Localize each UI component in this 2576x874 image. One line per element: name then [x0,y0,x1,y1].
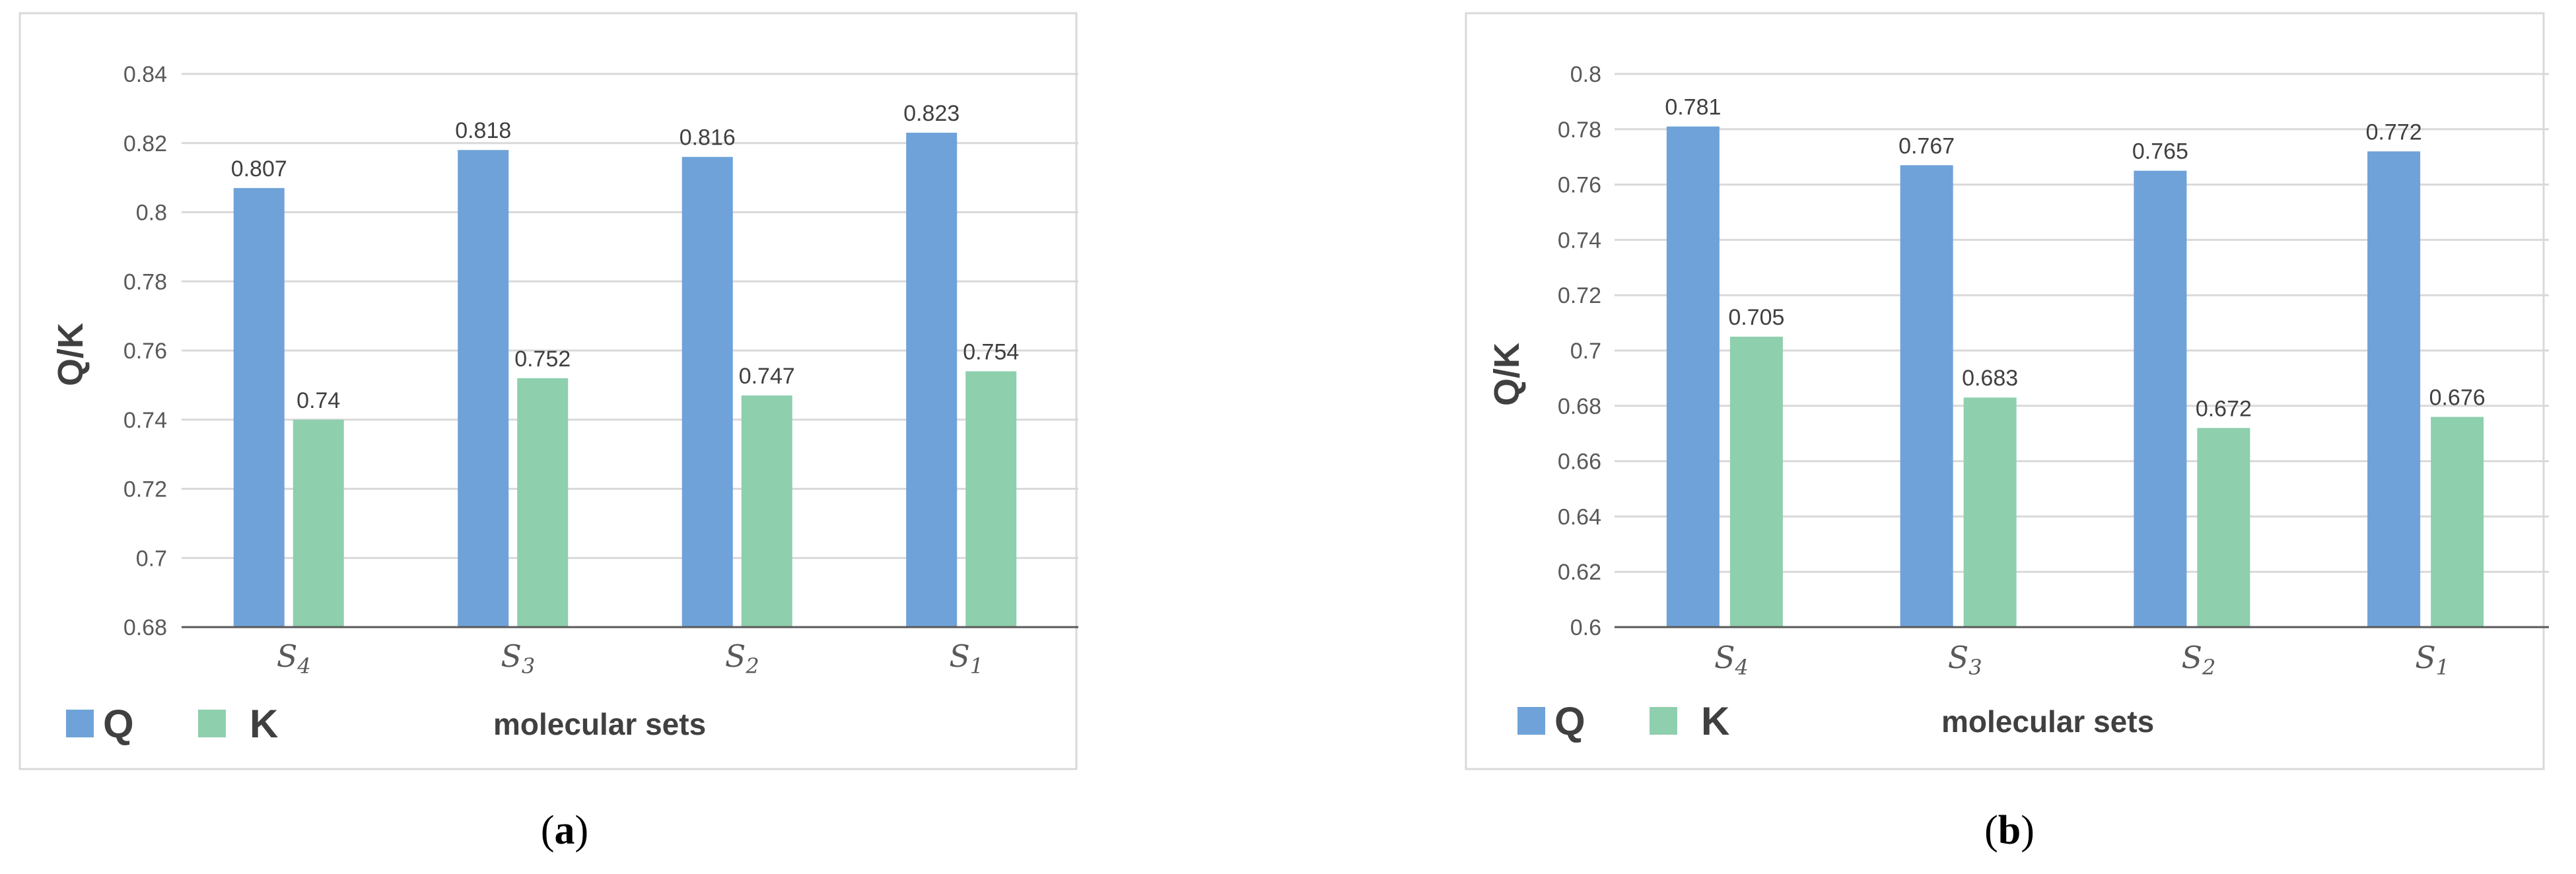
chart-a-data-label-q: 0.807 [231,156,287,182]
chart-a-data-label-k: 0.754 [963,339,1019,364]
chart-a-data-label-q: 0.816 [679,125,736,151]
chart-a-data-label-k: 0.752 [514,347,571,372]
chart-b-y-tick-label: 0.66 [1558,450,1601,475]
chart-b-x-ticks: S4 S3 S2 S1 [1714,640,2449,680]
chart-b-y-tick-label: 0.62 [1558,560,1601,585]
chart-a-x-tick-label: S4 [277,638,311,679]
chart-a-data-label-q: 0.823 [903,101,959,126]
chart-b-bar-k [1963,397,2017,627]
chart-a-legend-label-q: Q [103,702,134,746]
chart-b-legend: Q K [1517,699,1729,743]
chart-a-x-tick-label: S3 [501,638,535,679]
chart-b-x-tick-label: S3 [1948,640,1982,680]
chart-b-x-tick-label: S2 [2181,640,2215,680]
chart-a-data-label-q: 0.818 [455,118,511,143]
chart-a-y-ticks: 0.68 0.7 0.72 0.74 0.76 0.78 0.8 0.82 0.84 [123,62,167,640]
chart-a-legend-label-k: K [250,702,278,746]
chart-b-x-axis-title: molecular sets [1941,704,2154,739]
chart-a-y-tick-label: 0.82 [123,131,167,156]
chart-a-legend: Q K [66,702,278,746]
chart-b-bar-q [1900,165,1953,627]
chart-a-legend-swatch-q [66,710,94,737]
chart-b-frame [1465,12,2545,770]
chart-b-y-tick-label: 0.7 [1570,339,1601,364]
chart-a-y-tick-label: 0.72 [123,477,167,502]
chart-b-svg: 0.6 0.62 0.64 0.66 0.68 0.7 0.72 0.74 0.76 0.78 0.… [1465,12,2549,853]
chart-a-y-axis-title: Q/K [51,323,90,386]
chart-b-data-label-q: 0.781 [1665,95,1721,120]
chart-a-bar-k [741,395,792,627]
chart-b-y-tick-label: 0.78 [1558,118,1601,143]
chart-b-bar-q [1666,126,1720,628]
chart-b-y-tick-label: 0.8 [1570,62,1601,87]
chart-panel-b: 0.6 0.62 0.64 0.66 0.68 0.7 0.72 0.74 0.76 0.78 0.… [1288,0,2575,874]
chart-a-bar-q [458,150,509,628]
chart-a-y-tick-label: 0.68 [123,615,167,640]
chart-a-y-tick-label: 0.7 [136,546,167,571]
chart-a-panel-letter: a [555,808,575,853]
chart-a-bar-q [681,156,733,627]
chart-a-bar-q [233,187,285,627]
chart-a-data-label-k: 0.747 [739,364,795,389]
chart-a-x-ticks: S4 S3 S2 S1 [277,638,983,679]
chart-b-data-label-q: 0.765 [2132,139,2188,164]
chart-b-data-label-k: 0.676 [2429,386,2486,411]
chart-a-y-tick-label: 0.76 [123,339,167,364]
chart-b-y-tick-label: 0.76 [1558,173,1601,198]
chart-a-bar-k [965,371,1017,627]
chart-b-x-tick-label: S4 [1714,640,1749,680]
chart-a-x-axis-title: molecular sets [493,707,706,741]
chart-b-y-axis-title: Q/K [1487,343,1527,406]
chart-a-y-tick-label: 0.78 [123,269,167,294]
chart-b-data-label-k: 0.672 [2196,396,2252,421]
chart-b-data-label-k: 0.683 [1962,366,2018,391]
chart-a-y-tick-label: 0.74 [123,408,167,433]
chart-a-y-tick-label: 0.84 [123,62,167,87]
chart-b-panel-caption: (b) [1984,808,2035,853]
chart-b-y-tick-label: 0.64 [1558,504,1601,529]
chart-b-legend-swatch-k [1650,707,1677,735]
chart-b-bar-k [2431,417,2484,627]
chart-a-panel-caption: (a) [541,808,588,853]
chart-a-bars [233,133,1017,628]
chart-a-y-tick-label: 0.8 [136,201,167,226]
chart-b-data-label-k: 0.705 [1728,305,1784,330]
chart-b-bar-k [1729,337,1783,627]
chart-b-legend-label-k: K [1701,699,1729,743]
chart-b-y-tick-label: 0.6 [1570,615,1601,640]
chart-b-panel-letter: b [1998,808,2021,853]
chart-b-y-tick-label: 0.74 [1558,228,1601,253]
chart-a-bar-k [293,419,344,627]
chart-a-data-labels: 0.807 0.74 0.818 0.752 0.816 0.747 0.823 0.754 [231,101,1020,413]
chart-a-bar-k [517,378,569,627]
chart-b-data-label-q: 0.767 [1898,133,1955,158]
chart-b-y-tick-label: 0.68 [1558,394,1601,419]
chart-b-legend-label-q: Q [1554,699,1585,743]
chart-a-bar-q [906,133,957,628]
chart-b-bars [1666,126,2484,628]
chart-a-legend-swatch-k [198,710,226,737]
chart-b-y-tick-label: 0.72 [1558,283,1601,308]
chart-b-x-tick-label: S1 [2415,640,2449,680]
chart-b-data-label-q: 0.772 [2366,119,2422,145]
chart-b-bar-k [2197,428,2250,627]
chart-panel-a: 0.68 0.7 0.72 0.74 0.76 0.78 0.8 0.82 0.84 S4 S3 S… [18,12,1078,853]
chart-a-svg: 0.680.70.720.740.760.780.80.820.84 S4 S3 S… [18,12,1078,853]
chart-b-y-ticks: 0.6 0.62 0.64 0.66 0.68 0.7 0.72 0.74 0.76 0.78 0.… [1558,62,1601,640]
chart-a-data-label-k: 0.74 [296,388,340,413]
chart-b-data-labels: 0.781 0.705 0.767 0.683 0.765 0.672 0.772 0.676 [1665,95,2485,422]
chart-b-bar-q [2367,151,2421,627]
chart-b-bar-q [2134,170,2187,627]
chart-a-x-tick-label: S1 [949,638,983,679]
chart-b-legend-swatch-q [1517,707,1545,735]
chart-a-x-tick-label: S2 [725,638,759,679]
